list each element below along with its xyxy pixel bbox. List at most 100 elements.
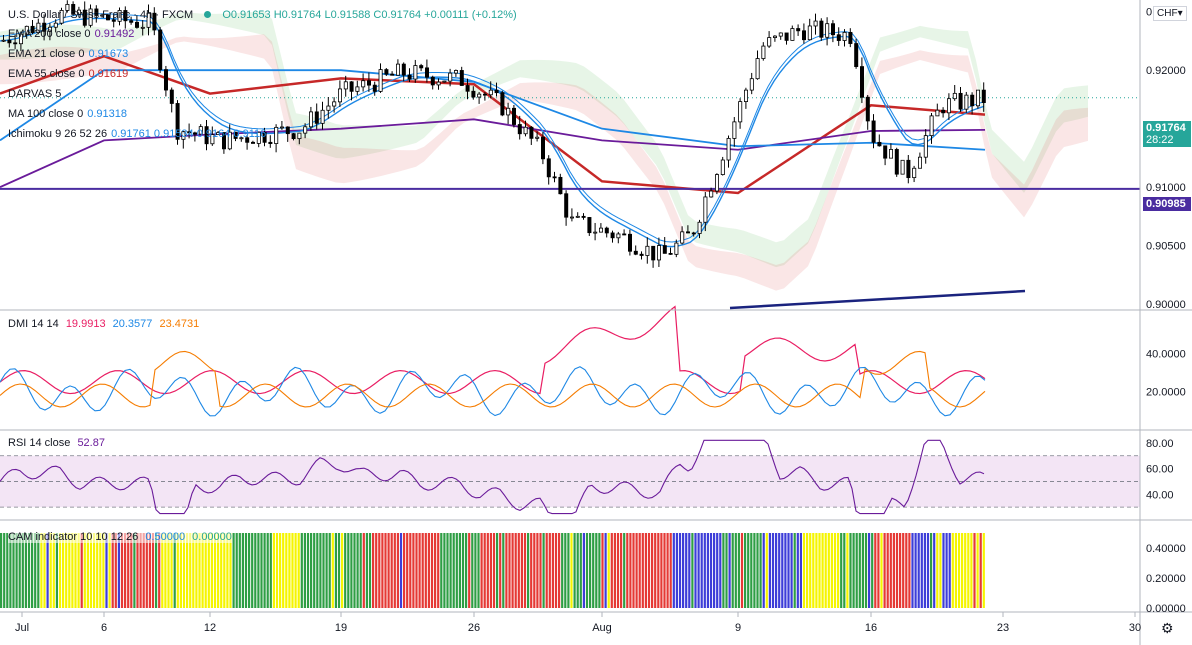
cam-bar (474, 533, 477, 608)
candle-body (697, 221, 702, 234)
symbol-title[interactable]: U.S. Dollar / Swiss Franc · 4h · FXCM (8, 9, 194, 21)
candle-body (407, 74, 412, 80)
candle-body (854, 43, 859, 67)
cam-bar (232, 533, 235, 608)
indicator-row[interactable]: DARVAS 5 (8, 88, 69, 100)
indicator-label: DARVAS 5 (8, 88, 62, 100)
candle-body (88, 8, 93, 26)
cloud-band (0, 34, 1088, 291)
indicator-row[interactable]: Ichimoku 9 26 52 26 0.91761 0.91534 0.916… (8, 128, 270, 140)
candle-body (674, 242, 679, 255)
candle-body (726, 138, 731, 161)
candle-body (900, 159, 905, 175)
last-price: 0.91764 (1146, 122, 1186, 134)
cam-bar (564, 533, 567, 608)
candle-body (198, 126, 203, 135)
cam-bar (341, 533, 344, 608)
candle-body (482, 93, 487, 96)
cam-bar (12, 533, 15, 608)
cam-bar (899, 533, 902, 608)
candle-body (546, 158, 551, 178)
cam-bar (635, 533, 638, 608)
cam-value-2: 0.00000 (192, 531, 232, 543)
cam-bar (747, 533, 750, 608)
candle-body (935, 109, 940, 117)
cam-bar (595, 533, 598, 608)
cam-bar (424, 533, 427, 608)
cam-bar (638, 533, 641, 608)
candle-body (889, 149, 894, 159)
cam-bar (933, 533, 936, 608)
candle-body (494, 89, 499, 94)
cam-bar (136, 533, 139, 608)
cam-bar (294, 533, 297, 608)
cam-bar (598, 533, 601, 608)
cam-bar (83, 533, 86, 608)
cam-bar (508, 533, 511, 608)
indicator-value: 0.91761 0.91534 0.9164 0.9116 (111, 128, 267, 140)
cam-bar (542, 533, 545, 608)
cam-bar (527, 533, 530, 608)
candle-body (894, 149, 899, 175)
indicator-row[interactable]: EMA 55 close 0 0.91619 (8, 68, 132, 80)
candle-body (848, 31, 853, 44)
cam-bar (790, 533, 793, 608)
currency-selector[interactable]: CHF▾ (1153, 6, 1187, 21)
candle-body (587, 217, 592, 234)
cam-bar (446, 533, 449, 608)
candle-body (825, 23, 830, 38)
cam-bar (610, 533, 613, 608)
ma-line (0, 118, 986, 188)
candle-body (506, 107, 511, 116)
candle-body (645, 245, 650, 256)
cam-bar (80, 533, 83, 608)
cam-bar (120, 533, 124, 608)
rsi-tick-label: 80.00 (1146, 438, 1174, 450)
time-tick-label: Aug (592, 622, 612, 634)
cam-bar (889, 533, 892, 608)
cam-bar (21, 533, 24, 608)
candle-body (1, 39, 6, 42)
candle-body (372, 84, 377, 92)
cam-bar (502, 533, 505, 608)
candle-body (337, 88, 342, 103)
indicator-row[interactable]: EMA 21 close 0 0.91673 (8, 48, 132, 60)
candle-body (686, 231, 691, 234)
gear-icon[interactable]: ⚙ (1161, 620, 1174, 636)
candle-body (802, 30, 807, 41)
status-dot (204, 11, 212, 18)
cam-bar (908, 533, 911, 608)
cam-bar (697, 533, 700, 608)
candle-body (923, 135, 928, 158)
cam-bar (313, 533, 316, 608)
candle-body (163, 69, 168, 91)
candle-body (500, 92, 505, 116)
candle-body (129, 20, 134, 23)
cam-bar (65, 533, 68, 608)
indicator-row[interactable]: EMA 200 close 0 0.91492 (8, 28, 138, 40)
indicator-row[interactable]: MA 100 close 0 0.91318 (8, 108, 131, 120)
cam-bar (691, 533, 694, 608)
candle-body (471, 90, 476, 98)
cam-bar (319, 533, 322, 608)
cam-bar (254, 533, 257, 608)
cam-bar (626, 533, 629, 608)
cam-bar (18, 533, 21, 608)
cam-bar (368, 533, 372, 608)
candle-body (453, 70, 458, 74)
cam-bar (124, 533, 127, 608)
cam-bar (744, 533, 747, 608)
candle-body (106, 14, 111, 21)
cam-bar (799, 533, 802, 608)
cam-bar (874, 533, 877, 608)
candle-body (918, 156, 923, 169)
cam-bar (0, 533, 3, 608)
cam-bar (759, 533, 762, 608)
cam-bar (362, 533, 365, 608)
candle-body (784, 32, 789, 41)
candle-body (65, 4, 70, 11)
cam-bar (387, 533, 390, 608)
candle-body (233, 131, 238, 139)
cam-bar (570, 533, 573, 608)
